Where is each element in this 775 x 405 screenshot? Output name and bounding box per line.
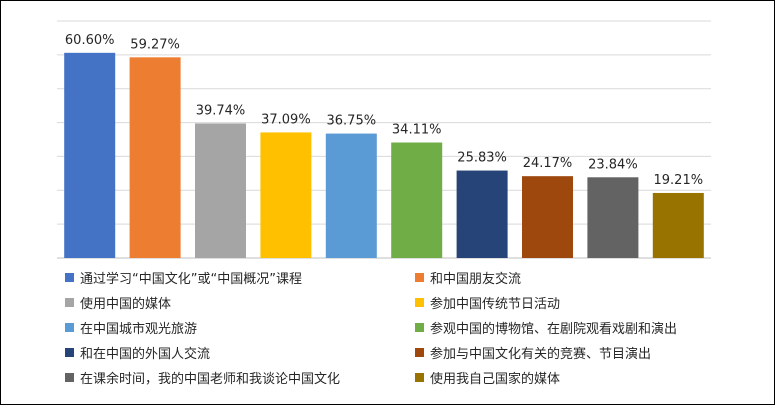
- legend-label: 和在中国的外国人交流: [80, 346, 211, 362]
- legend-swatch: [65, 347, 74, 357]
- legend-label: 使用中国的媒体: [80, 296, 172, 312]
- legend-swatch: [415, 272, 424, 282]
- data-label: 25.83%: [457, 151, 507, 166]
- legend-item: 参加中国传统节日活动: [415, 292, 765, 312]
- legend-label: 参加中国传统节日活动: [430, 296, 561, 312]
- legend-swatch: [65, 272, 74, 282]
- bar: [391, 142, 443, 258]
- legend: 通过学习“中国文化”或“中国概况”课程 和中国朋友交流使用中国的媒体 参加中国传统节…: [65, 267, 765, 387]
- legend-swatch: [415, 347, 424, 357]
- data-label: 24.17%: [523, 156, 573, 171]
- legend-item: 和中国朋友交流: [415, 267, 765, 287]
- legend-item: 在中国城市观光旅游: [65, 317, 415, 337]
- legend-label: 和中国朋友交流: [430, 271, 522, 287]
- legend-swatch: [415, 322, 424, 332]
- data-label: 59.27%: [130, 37, 180, 52]
- data-label: 60.60%: [65, 33, 115, 48]
- bar: [260, 132, 312, 258]
- bar: [652, 192, 704, 258]
- bar: [456, 170, 508, 258]
- bar: [325, 133, 377, 258]
- data-label: 39.74%: [196, 103, 246, 118]
- bar: [129, 57, 181, 259]
- legend-label: 通过学习“中国文化”或“中国概况”课程: [80, 271, 302, 287]
- bar: [522, 176, 573, 258]
- legend-label: 在课余时间，我的中国老师和我谈论中国文化: [80, 371, 341, 387]
- legend-item: 通过学习“中国文化”或“中国概况”课程: [65, 267, 415, 287]
- legend-swatch: [415, 297, 424, 307]
- legend-swatch: [65, 297, 74, 307]
- legend-item: 参加与中国文化有关的竞赛、节目演出: [415, 342, 765, 362]
- legend-label: 参观中国的博物馆、在剧院观看戏剧和演出: [430, 321, 678, 337]
- legend-swatch: [65, 372, 74, 382]
- legend-swatch: [65, 322, 74, 332]
- legend-swatch: [415, 372, 424, 382]
- bar: [64, 52, 116, 258]
- data-label: 34.11%: [392, 123, 442, 138]
- legend-label: 在中国城市观光旅游: [80, 321, 198, 337]
- legend-label: 参加与中国文化有关的竞赛、节目演出: [430, 346, 652, 362]
- data-label: 19.21%: [654, 173, 704, 188]
- legend-label: 使用我自己国家的媒体: [430, 371, 561, 387]
- bar: [195, 123, 246, 258]
- data-label: 36.75%: [327, 114, 377, 129]
- data-label: 37.09%: [261, 112, 311, 127]
- legend-item: 使用中国的媒体: [65, 292, 415, 312]
- legend-item: 和在中国的外国人交流: [65, 342, 415, 362]
- data-label: 23.84%: [588, 157, 638, 172]
- legend-item: 在课余时间，我的中国老师和我谈论中国文化: [65, 367, 415, 387]
- bar: [587, 177, 639, 258]
- legend-item: 使用我自己国家的媒体: [415, 367, 765, 387]
- legend-item: 参观中国的博物馆、在剧院观看戏剧和演出: [415, 317, 765, 337]
